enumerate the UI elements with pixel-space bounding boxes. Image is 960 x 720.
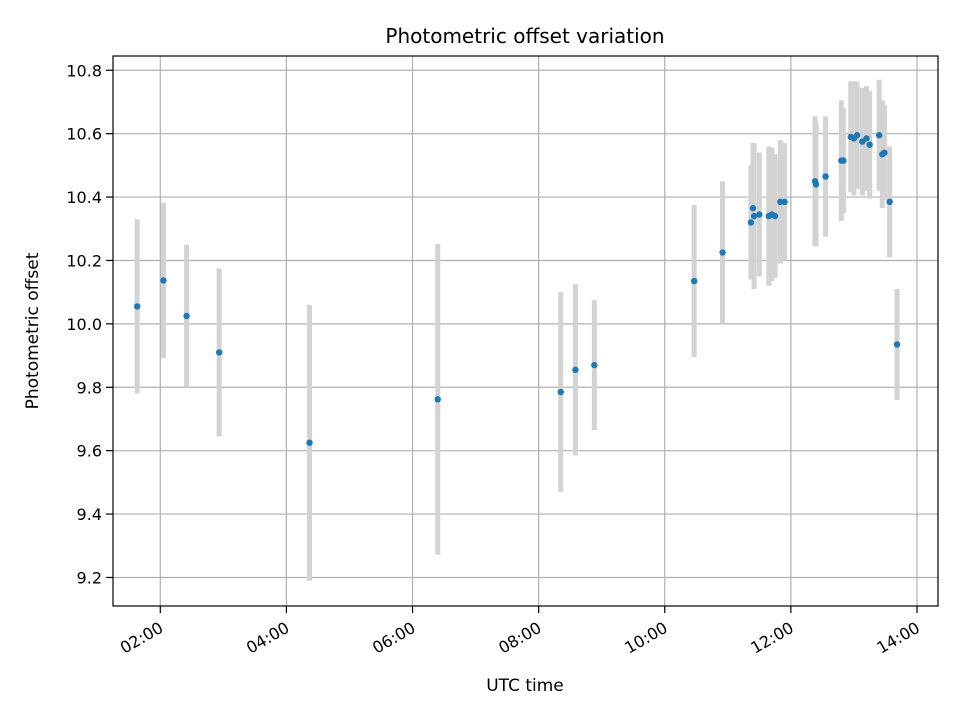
y-tick-label: 10.4	[66, 188, 102, 207]
data-point	[812, 181, 820, 188]
data-points	[133, 132, 901, 446]
data-point	[756, 211, 763, 218]
data-point	[886, 198, 893, 206]
grid	[113, 56, 938, 606]
data-point	[306, 439, 313, 446]
y-tick-label: 10.2	[66, 251, 102, 270]
data-point	[771, 212, 779, 220]
data-point	[853, 132, 861, 139]
y-axis: 9.2 9.4 9.6 9.8 10.0 10.2 10.4 10.6 10.8	[66, 61, 113, 587]
data-point	[781, 198, 788, 206]
y-tick-label: 9.6	[77, 442, 102, 461]
data-point	[183, 312, 190, 320]
y-tick-label: 9.2	[77, 568, 102, 587]
y-tick-label: 9.4	[77, 505, 102, 524]
data-point	[840, 157, 847, 164]
data-point	[863, 135, 870, 142]
data-point	[881, 149, 888, 156]
data-point	[875, 132, 883, 139]
y-tick-label: 10.0	[66, 315, 102, 334]
x-axis-title: UTC time	[486, 676, 564, 696]
data-point	[572, 366, 579, 374]
y-axis-title: Photometric offset	[23, 252, 43, 409]
y-tick-label: 10.6	[66, 125, 102, 144]
data-point	[893, 341, 901, 348]
plot-frame	[112, 55, 939, 607]
data-point	[160, 277, 167, 284]
data-point	[434, 396, 441, 403]
data-point	[749, 204, 757, 212]
data-point	[719, 249, 726, 256]
chart-title: Photometric offset variation	[385, 24, 664, 48]
data-point	[747, 219, 755, 226]
data-point	[133, 303, 141, 310]
data-point	[750, 212, 758, 220]
data-point	[215, 349, 223, 356]
y-tick-label: 10.8	[66, 61, 102, 80]
data-point	[557, 388, 564, 396]
data-point	[591, 361, 598, 369]
data-point	[822, 173, 829, 180]
data-point	[690, 277, 698, 285]
data-point	[866, 141, 873, 148]
y-tick-label: 9.8	[77, 378, 102, 397]
